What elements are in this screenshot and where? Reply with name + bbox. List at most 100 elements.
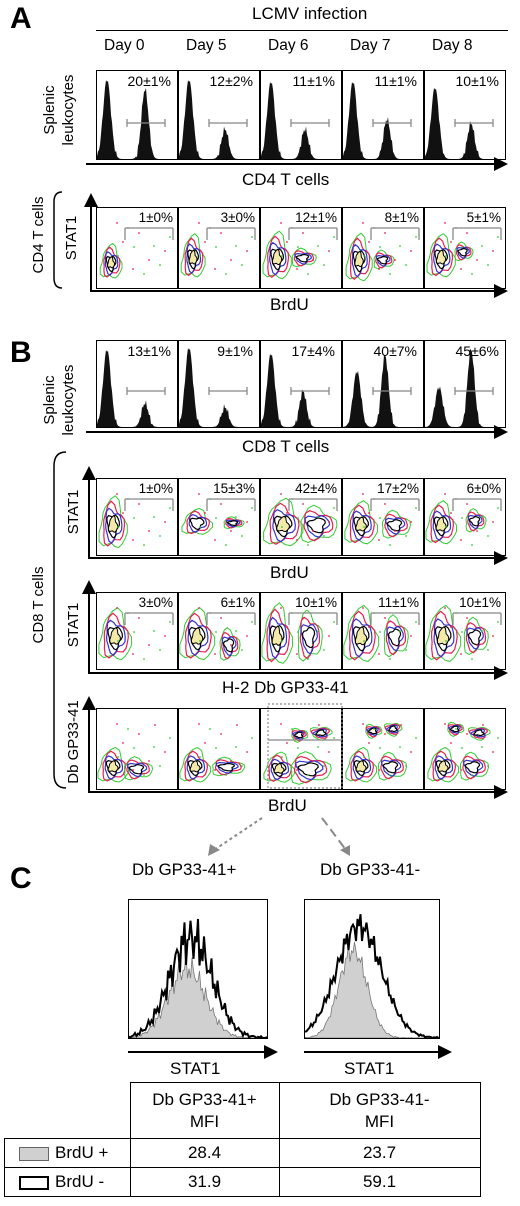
cd4-brdu-label: BrdU: [270, 295, 309, 314]
mfi-row-label: BrdU -: [4, 1167, 131, 1197]
mfi-col1-header: Db GP33-41+ MFI: [129, 1082, 280, 1139]
cd8-axis-label: CD8 T cells: [242, 437, 330, 456]
mfi-col2-header: Db GP33-41- MFI: [278, 1082, 481, 1139]
percent-label: 5±1%: [466, 210, 501, 225]
ylabel-line1: Splenic: [41, 85, 58, 135]
panel-b-letter: B: [10, 336, 32, 369]
percent-label: 12±1%: [295, 210, 337, 225]
contour-plot: 1±0%: [96, 207, 178, 289]
percent-label: 12±2%: [209, 73, 254, 89]
cd4-axis-line: [86, 163, 494, 165]
panel-c-right-xaxis: [304, 1051, 440, 1053]
cd4-brdu-arrow: [494, 284, 508, 298]
panel-a-hist-ylabel: Splenic leukocytes: [40, 70, 80, 150]
contour-plot: 17±2%: [342, 478, 424, 556]
panel-b-hist-ylabel: Splenic leukocytes: [40, 360, 80, 440]
percent-label: 3±0%: [220, 210, 255, 225]
contour-plot: 11±1%: [342, 592, 424, 670]
brdu-positive-histogram: [305, 941, 439, 1038]
histogram-plot: 11±1%: [260, 70, 342, 160]
ylabel-line2: leukocytes: [60, 364, 77, 436]
contour-plot: 42±4%: [260, 478, 342, 556]
contour-plot: 10±1%: [424, 592, 506, 670]
contour-plot: 3±0%: [96, 592, 178, 670]
contour-plot: 6±0%: [424, 478, 506, 556]
contour-plot: [260, 708, 342, 790]
mfi-row-brdu-pos: BrdU + 28.4 23.7: [4, 1138, 481, 1168]
col1-line2: MFI: [189, 1111, 220, 1131]
cd4-stat1-axis: [90, 205, 92, 291]
contour-plot: 3±0%: [178, 207, 260, 289]
contour-plot: [424, 708, 506, 790]
cd4-axis-arrow: [494, 157, 508, 171]
mfi-row-brdu-neg: BrdU - 31.9 59.1: [4, 1167, 481, 1197]
cd8-group-bracket: [53, 451, 67, 789]
contour-plot: [96, 708, 178, 790]
percent-label: 10±1%: [295, 595, 337, 610]
contour-plot: 15±3%: [178, 478, 260, 556]
cd4-brdu-axis: [90, 290, 494, 292]
cd8-row1-xlabel: BrdU: [270, 563, 309, 582]
panel-c-left-title: Db GP33-41+: [132, 860, 237, 879]
cd8-row1-xarrow: [494, 551, 508, 565]
histogram-plot: 20±1%: [96, 70, 178, 160]
histogram-plot: 45±6%: [424, 340, 506, 428]
panel-c-letter: C: [10, 862, 32, 895]
contour-plot: 8±1%: [342, 207, 424, 289]
percent-label: 17±4%: [291, 343, 336, 359]
cd8-row2-yaxis: [88, 592, 90, 672]
col2-line2: MFI: [364, 1111, 395, 1131]
histogram-fill: [261, 82, 341, 159]
ylabel-line2: leukocytes: [60, 74, 77, 146]
cd8-axis-arrow: [494, 425, 508, 439]
mfi-value: 59.1: [278, 1167, 481, 1197]
cd8-row2-xlabel: H-2 Db GP33-41: [222, 678, 349, 697]
mfi-table: Db GP33-41+ MFI Db GP33-41- MFI BrdU + 2…: [4, 1082, 481, 1197]
contour-plot: 5±1%: [424, 207, 506, 289]
cd8-row3-xlabel: BrdU: [268, 796, 307, 815]
row-label-text: BrdU +: [55, 1143, 109, 1162]
cd4-axis-label: CD4 T cells: [242, 170, 330, 189]
percent-label: 17±2%: [377, 481, 419, 496]
histogram-plot: 9±1%: [178, 340, 260, 428]
histogram-plot: 13±1%: [96, 340, 178, 428]
percent-label: 11±1%: [378, 595, 419, 610]
gray-fill-swatch-icon: [19, 1146, 49, 1161]
day-label: Day 0: [104, 37, 145, 54]
contour-plot: [178, 708, 260, 790]
histogram-plot: 10±1%: [424, 70, 506, 160]
contour-plot: 12±1%: [260, 207, 342, 289]
percent-label: 45±6%: [455, 343, 500, 359]
percent-label: 20±1%: [127, 73, 172, 89]
mfi-value: 28.4: [129, 1138, 280, 1168]
ylabel-line1: Splenic: [41, 375, 58, 425]
day-label: Day 7: [350, 37, 391, 54]
percent-label: 10±1%: [459, 595, 501, 610]
black-outline-swatch-icon: [19, 1175, 49, 1190]
percent-label: 6±0%: [466, 481, 501, 496]
day-label: Day 5: [186, 37, 227, 54]
panel-c-left-xarrow: [264, 1045, 278, 1059]
panel-c-right-xarrow: [438, 1045, 452, 1059]
histogram-fill: [97, 80, 177, 159]
header-rule: [96, 30, 508, 31]
cd8-row1-yarrow: [82, 466, 96, 480]
gate-arrows: [208, 703, 350, 856]
panel-c-right-title: Db GP33-41-: [320, 860, 421, 879]
percent-label: 1±0%: [138, 481, 173, 496]
contour-plot: 6±1%: [178, 592, 260, 670]
percent-label: 11±1%: [292, 73, 335, 89]
histogram-plot: 12±2%: [178, 70, 260, 160]
col2-line1: Db GP33-41-: [329, 1089, 430, 1109]
percent-label: 13±1%: [127, 343, 172, 359]
mfi-corner: [4, 1082, 131, 1139]
panel-c-right-xlabel: STAT1: [344, 1059, 395, 1078]
stat1-histogram-tetramer-negative: [304, 899, 440, 1039]
percent-label: 40±7%: [373, 343, 418, 359]
histogram-fill: [425, 348, 505, 427]
histogram-fill: [343, 82, 423, 159]
percent-label: 6±1%: [220, 595, 255, 610]
cd8-row1-yaxis: [88, 478, 90, 558]
cd8-row2-xarrow: [494, 666, 508, 680]
percent-label: 1±0%: [138, 210, 173, 225]
